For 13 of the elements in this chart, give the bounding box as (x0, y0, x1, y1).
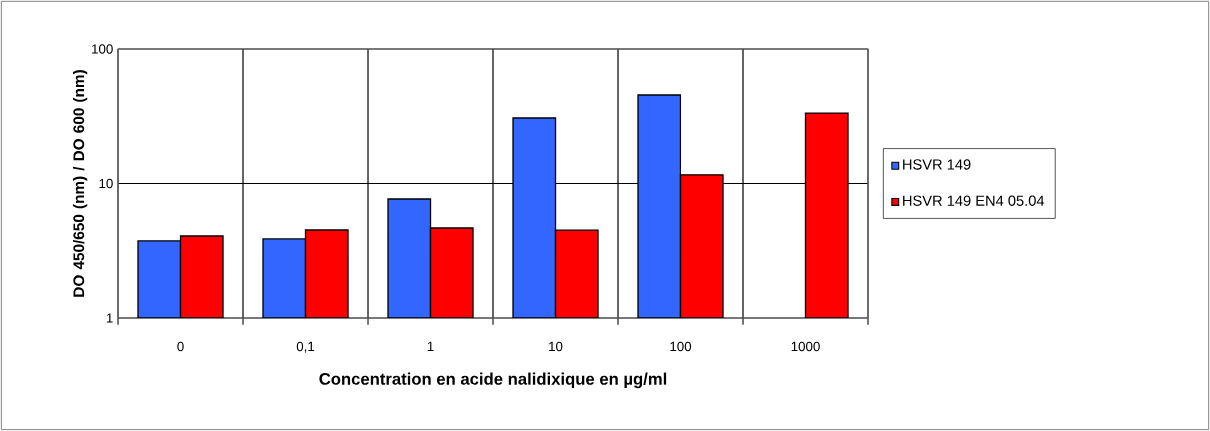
legend-label: HSVR 149 EN4 05.04 (903, 195, 1045, 206)
y-tick-label: 1 (106, 313, 113, 323)
x-tick-label: 0,1 (296, 341, 315, 353)
x-axis-title: Concentration en acide nalidixique en µg/ml (319, 372, 667, 389)
y-tick-label: 10 (99, 178, 113, 189)
x-tick-label: 10 (549, 341, 563, 352)
x-tick-label: 1000 (791, 341, 820, 352)
x-tick-label: 100 (670, 341, 692, 352)
x-tick-label: 0 (177, 341, 184, 352)
legend-label: HSVR 149 (903, 159, 971, 170)
y-axis-title: DO 450/650 (nm) / DO 600 (nm) (72, 70, 88, 297)
x-tick-label: 1 (427, 341, 434, 351)
y-tick-label: 100 (92, 44, 113, 54)
